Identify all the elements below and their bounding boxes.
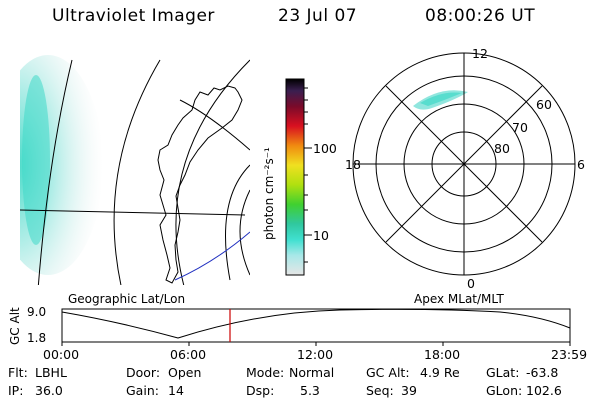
gcalt-label: GC Alt: bbox=[366, 365, 410, 380]
lat-label-80: 80 bbox=[494, 141, 510, 156]
aurora-emission bbox=[20, 55, 103, 275]
flt-value: LBHL bbox=[35, 365, 67, 380]
time-label: 08:00:26 UT bbox=[425, 6, 536, 26]
glon-label: GLon: bbox=[486, 383, 523, 398]
altitude-curve bbox=[61, 308, 571, 339]
coastline-blue bbox=[174, 231, 250, 281]
door-label: Door: bbox=[126, 365, 161, 380]
seq-label: Seq: bbox=[366, 383, 394, 398]
altitude-ytick-top: 9.0 bbox=[27, 305, 47, 319]
time-tick: 06:00 bbox=[170, 347, 207, 362]
flt-label: Flt: bbox=[8, 365, 28, 380]
mlt-label-12: 12 bbox=[472, 46, 488, 61]
mlt-label-0: 0 bbox=[467, 276, 475, 291]
latitude-line bbox=[20, 209, 246, 216]
altitude-ytick-bottom: 1.8 bbox=[27, 331, 47, 345]
glon-value: 102.6 bbox=[526, 383, 562, 398]
time-tick: 00:00 bbox=[43, 347, 80, 362]
mode-value: Normal bbox=[289, 365, 335, 380]
glat-value: -63.8 bbox=[526, 365, 559, 380]
mode-label: Mode: bbox=[246, 365, 285, 380]
colorbar-unit-label: photon cm⁻²s⁻¹ bbox=[262, 147, 276, 240]
polar-plot bbox=[352, 52, 576, 276]
glat-label: GLat: bbox=[486, 365, 520, 380]
door-value: Open bbox=[168, 365, 202, 380]
dsp-label: Dsp: bbox=[246, 383, 275, 398]
dsp-value: 5.3 bbox=[300, 383, 320, 398]
latitude-line bbox=[225, 164, 250, 281]
gcalt-value: 4.9 Re bbox=[420, 365, 460, 380]
colorbar-ticks bbox=[304, 87, 312, 263]
seq-value: 39 bbox=[401, 383, 417, 398]
colorbar-tick-100: 100 bbox=[313, 141, 337, 156]
ip-value: 36.0 bbox=[35, 383, 63, 398]
latitude-line bbox=[179, 99, 250, 151]
mlt-label-6: 6 bbox=[577, 157, 585, 172]
meridian-line bbox=[113, 59, 161, 285]
coastline bbox=[157, 85, 243, 284]
gain-value: 14 bbox=[168, 383, 184, 398]
colorbar-tick-10: 10 bbox=[313, 228, 329, 243]
lat-label-70: 70 bbox=[512, 120, 528, 135]
lat-label-60: 60 bbox=[536, 97, 552, 112]
geographic-map bbox=[20, 55, 250, 285]
time-tick: 23:59 bbox=[551, 347, 588, 362]
time-tick: 12:00 bbox=[297, 347, 334, 362]
latitude-line bbox=[239, 189, 250, 276]
ip-label: IP: bbox=[8, 383, 24, 398]
meridian-line bbox=[37, 59, 73, 285]
date-label: 23 Jul 07 bbox=[278, 6, 358, 26]
geographic-caption: Geographic Lat/Lon bbox=[68, 292, 186, 306]
colorbar bbox=[285, 78, 305, 276]
aurora-oval bbox=[413, 90, 468, 110]
instrument-title: Ultraviolet Imager bbox=[52, 6, 215, 26]
altitude-ylabel: GC Alt bbox=[8, 307, 22, 345]
gain-label: Gain: bbox=[126, 383, 159, 398]
time-tick: 18:00 bbox=[424, 347, 461, 362]
apex-caption: Apex MLat/MLT bbox=[414, 292, 504, 306]
mlt-label-18: 18 bbox=[345, 157, 361, 172]
meridian-line bbox=[175, 59, 250, 285]
altitude-plot-frame bbox=[61, 308, 571, 343]
